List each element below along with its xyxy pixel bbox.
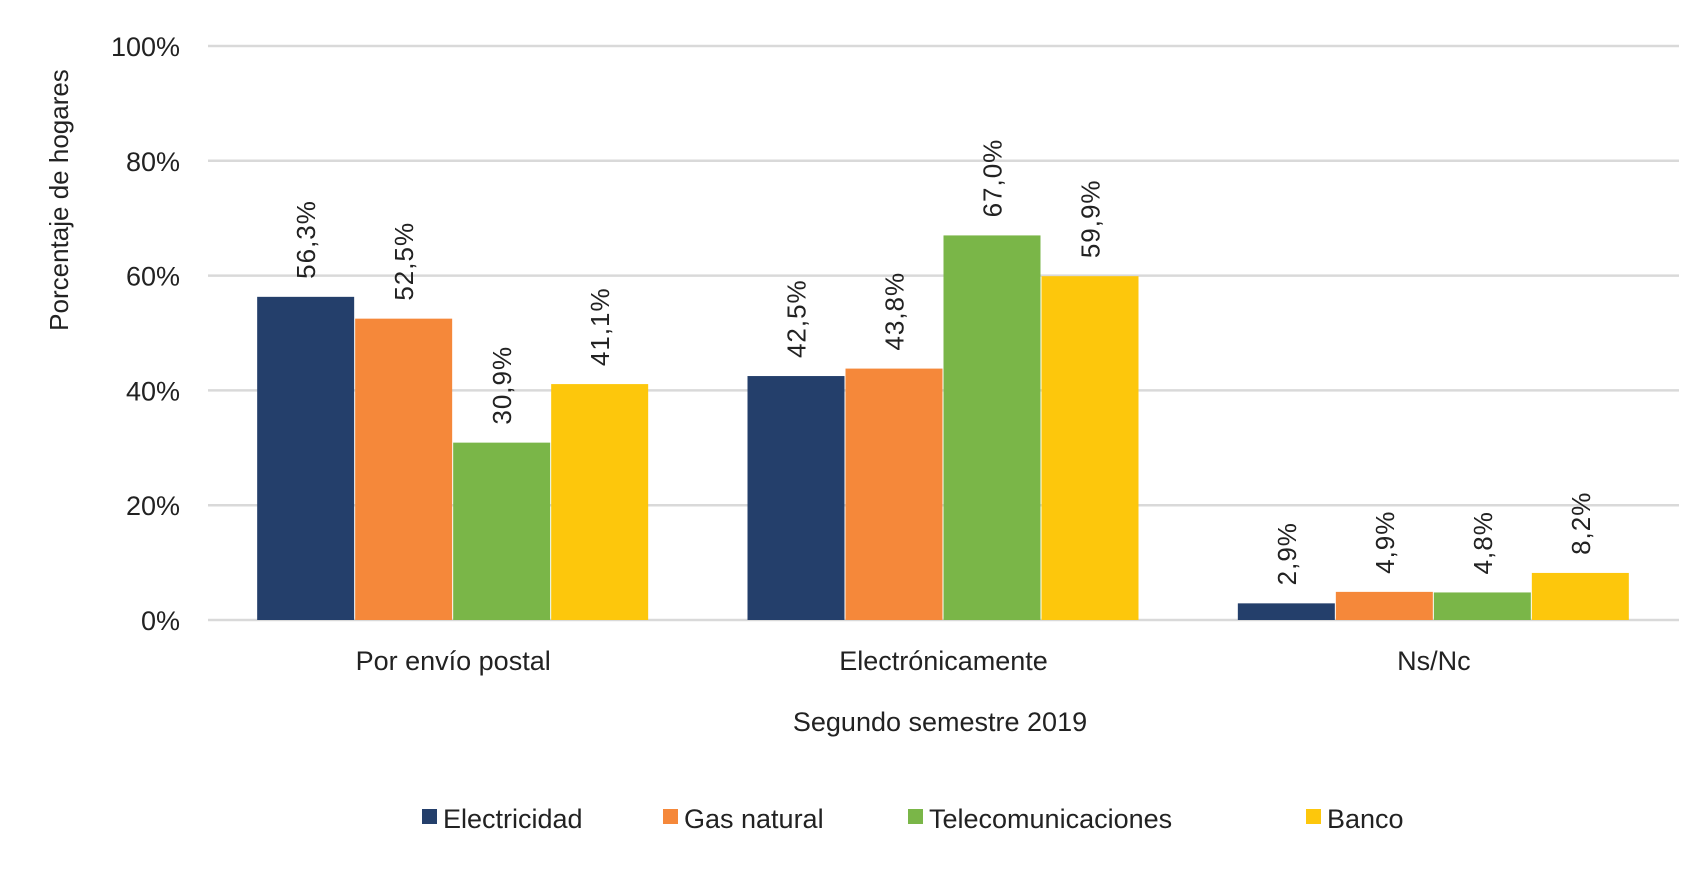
legend-swatch (1306, 809, 1321, 824)
x-tick-label: Ns/Nc (1397, 646, 1471, 676)
y-tick-label: 40% (126, 376, 180, 406)
data-label: 42,5% (782, 279, 812, 358)
data-label: 30,9% (487, 346, 517, 425)
bar-gas-natural (845, 368, 943, 620)
legend-label: Telecomunicaciones (929, 804, 1172, 834)
bar-banco (1041, 276, 1139, 620)
x-tick-label: Por envío postal (356, 646, 551, 676)
bar-electricidad (1237, 603, 1335, 620)
legend-label: Gas natural (684, 804, 824, 834)
bar-gas-natural (355, 318, 453, 620)
y-axis-title: Porcentaje de hogares (44, 69, 74, 331)
y-tick-label: 60% (126, 262, 180, 292)
legend: Electricidad Gas natural Telecomunicacione… (422, 804, 1404, 834)
data-label: 8,2% (1566, 492, 1596, 555)
y-tick-label: 0% (141, 606, 180, 636)
legend-item: Electricidad (422, 804, 583, 834)
legend-item: Banco (1306, 804, 1404, 834)
x-tick-label: Electrónicamente (839, 646, 1048, 676)
bar-gas-natural (1335, 591, 1433, 620)
data-label: 56,3% (291, 200, 321, 279)
bar-telecomunicaciones (453, 442, 551, 620)
bar-electricidad (747, 376, 845, 620)
legend-label: Banco (1327, 804, 1404, 834)
y-tick-label: 100% (111, 32, 180, 62)
data-label: 59,9% (1076, 179, 1106, 258)
legend-swatch (663, 809, 678, 824)
y-tick-label: 80% (126, 147, 180, 177)
legend-label: Electricidad (443, 804, 583, 834)
bar-telecomunicaciones (1433, 592, 1531, 620)
data-label: 52,5% (389, 222, 419, 301)
data-label: 4,8% (1468, 511, 1498, 574)
legend-swatch (422, 809, 437, 824)
x-axis-title: Segundo semestre 2019 (793, 707, 1087, 737)
legend-item: Telecomunicaciones (908, 804, 1172, 834)
data-label: 4,9% (1370, 511, 1400, 574)
data-label: 43,8% (880, 272, 910, 351)
bar-electricidad (257, 296, 355, 620)
bar-banco (1531, 572, 1629, 620)
data-label: 41,1% (585, 287, 615, 366)
y-tick-label: 20% (126, 491, 180, 521)
data-label: 2,9% (1272, 522, 1302, 585)
legend-swatch (908, 809, 923, 824)
bar-telecomunicaciones (943, 235, 1041, 621)
data-label: 67,0% (978, 139, 1008, 218)
bar-banco (551, 384, 649, 620)
legend-item: Gas natural (663, 804, 824, 834)
